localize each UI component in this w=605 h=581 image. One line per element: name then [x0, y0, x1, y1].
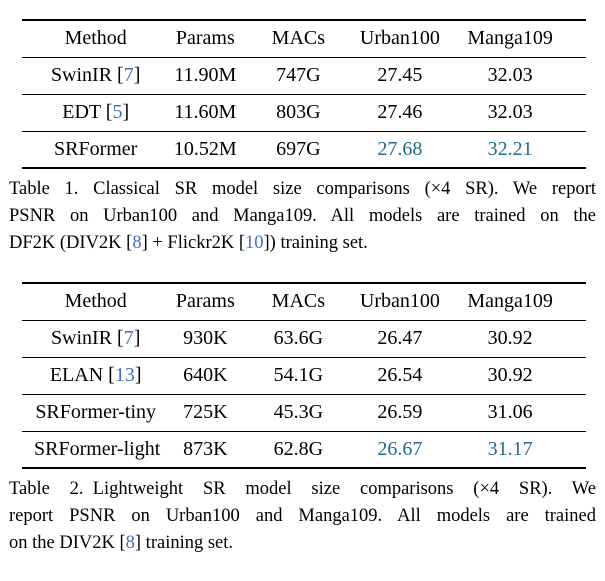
method-name: SRFormer-tiny: [35, 401, 157, 423]
col-header-urban100: Urban100: [343, 20, 457, 58]
caption-text: on the DIV2K [: [9, 533, 126, 553]
table2-caption: Table 2. Lightweight SR model size compa…: [9, 476, 596, 557]
urban100-cell: 27.46: [343, 94, 457, 132]
citation-link[interactable]: 8: [132, 233, 142, 253]
method-name-end: ]: [134, 364, 142, 386]
params-cell: 640K: [157, 357, 254, 395]
macs-cell: 45.3G: [253, 394, 344, 432]
manga109-cell-highlighted: 31.17: [487, 437, 533, 460]
params-cell: 725K: [157, 394, 254, 432]
table-row: SwinIR [7] 930K 63.6G 26.47 30.92: [22, 320, 586, 358]
col-header-urban100: Urban100: [343, 283, 457, 321]
manga109-cell-highlighted: 32.21: [487, 137, 533, 160]
col-header-manga109: Manga109: [456, 20, 586, 58]
macs-cell: 697G: [276, 137, 321, 160]
macs-cell: 62.8G: [273, 437, 324, 460]
urban100-cell: 26.54: [343, 357, 457, 395]
manga109-cell: 32.03: [456, 57, 586, 95]
method-cell: SRFormer-tiny: [22, 394, 158, 432]
col-header-params: Params: [157, 283, 254, 321]
col-header-macs: MACs: [253, 283, 344, 321]
caption-text: ] + Flickr2K [: [141, 233, 246, 253]
urban100-cell: 26.59: [343, 394, 457, 432]
citation-link[interactable]: 8: [125, 533, 135, 553]
method-name-end: ]: [133, 327, 141, 349]
params-cell: 873K: [183, 437, 228, 460]
caption-text: report PSNR on Urban100 and Manga109. Al…: [9, 506, 596, 526]
table2-lightweight-sr: Method Params MACs Urban100 Manga109 Swi…: [22, 282, 586, 469]
method-name: SwinIR [: [50, 327, 124, 349]
citation-link[interactable]: 5: [112, 101, 123, 123]
method-name-end: ]: [133, 64, 141, 86]
col-header-macs: MACs: [253, 20, 344, 58]
method-name: SRFormer: [54, 137, 138, 160]
method-name: ELAN [: [49, 364, 115, 386]
col-header-method: Method: [22, 20, 158, 58]
table1-caption: Table 1. Classical SR model size compari…: [9, 176, 596, 257]
col-header-params: Params: [157, 20, 254, 58]
method-cell: SRFormer-light: [22, 431, 161, 468]
table-row: ELAN [13] 640K 54.1G 26.54 30.92: [22, 357, 586, 395]
citation-link[interactable]: 7: [123, 327, 134, 349]
citation-link[interactable]: 7: [123, 64, 134, 86]
caption-text: Table 2. Lightweight SR model size compa…: [9, 479, 596, 499]
caption-text: PSNR on Urban100 and Manga109. All model…: [9, 206, 596, 226]
table-row: SRFormer 10.52M 697G 27.68 32.21: [22, 131, 586, 168]
params-cell: 11.60M: [157, 94, 254, 132]
method-cell: SwinIR [7]: [22, 320, 158, 358]
method-cell: SwinIR [7]: [22, 57, 158, 95]
urban100-cell: 27.45: [343, 57, 457, 95]
urban100-cell: 26.47: [343, 320, 457, 358]
params-cell: 930K: [157, 320, 254, 358]
caption-text: ] training set.: [134, 533, 234, 553]
params-cell: 11.90M: [157, 57, 254, 95]
params-cell: 10.52M: [173, 137, 237, 160]
table-row: SRFormer-light 873K 62.8G 26.67 31.17: [22, 431, 586, 468]
method-name: EDT [: [62, 101, 113, 123]
macs-cell: 54.1G: [253, 357, 344, 395]
table-row: EDT [5] 11.60M 803G 27.46 32.03: [22, 94, 586, 132]
col-header-method: Method: [22, 283, 158, 321]
caption-line: Table 1. Classical SR model size compari…: [9, 176, 596, 203]
macs-cell: 747G: [253, 57, 344, 95]
caption-line: Table 2. Lightweight SR model size compa…: [9, 476, 596, 503]
col-header-manga109: Manga109: [456, 283, 586, 321]
table2-header-row: Method Params MACs Urban100 Manga109: [22, 283, 586, 321]
caption-line: report PSNR on Urban100 and Manga109. Al…: [9, 503, 596, 530]
caption-text: ]) training set.: [263, 233, 368, 253]
method-cell: EDT [5]: [22, 94, 158, 132]
macs-cell: 803G: [253, 94, 344, 132]
table1-header-row: Method Params MACs Urban100 Manga109: [22, 20, 586, 58]
method-cell: SRFormer: [22, 131, 157, 168]
method-name-end: ]: [122, 101, 130, 123]
urban100-cell-highlighted: 26.67: [377, 437, 423, 460]
manga109-cell: 30.92: [456, 357, 586, 395]
citation-link[interactable]: 10: [245, 233, 264, 253]
method-name: SwinIR [: [50, 64, 124, 86]
manga109-cell: 30.92: [456, 320, 586, 358]
manga109-cell: 32.03: [456, 94, 586, 132]
table-row: SRFormer-tiny 725K 45.3G 26.59 31.06: [22, 394, 586, 432]
urban100-cell-highlighted: 27.68: [377, 137, 423, 160]
macs-cell: 63.6G: [253, 320, 344, 358]
caption-text: DF2K (DIV2K [: [9, 233, 133, 253]
caption-line: on the DIV2K [8] training set.: [9, 530, 596, 557]
caption-text: Table 1. Classical SR model size compari…: [9, 179, 596, 199]
manga109-cell: 31.06: [456, 394, 586, 432]
caption-line: PSNR on Urban100 and Manga109. All model…: [9, 203, 596, 230]
citation-link[interactable]: 13: [114, 364, 135, 386]
method-name: SRFormer-light: [34, 437, 161, 460]
table1-classical-sr: Method Params MACs Urban100 Manga109 Swi…: [22, 19, 586, 169]
method-cell: ELAN [13]: [22, 357, 158, 395]
caption-line: DF2K (DIV2K [8] + Flickr2K [10]) trainin…: [9, 230, 596, 257]
table-row: SwinIR [7] 11.90M 747G 27.45 32.03: [22, 57, 586, 95]
